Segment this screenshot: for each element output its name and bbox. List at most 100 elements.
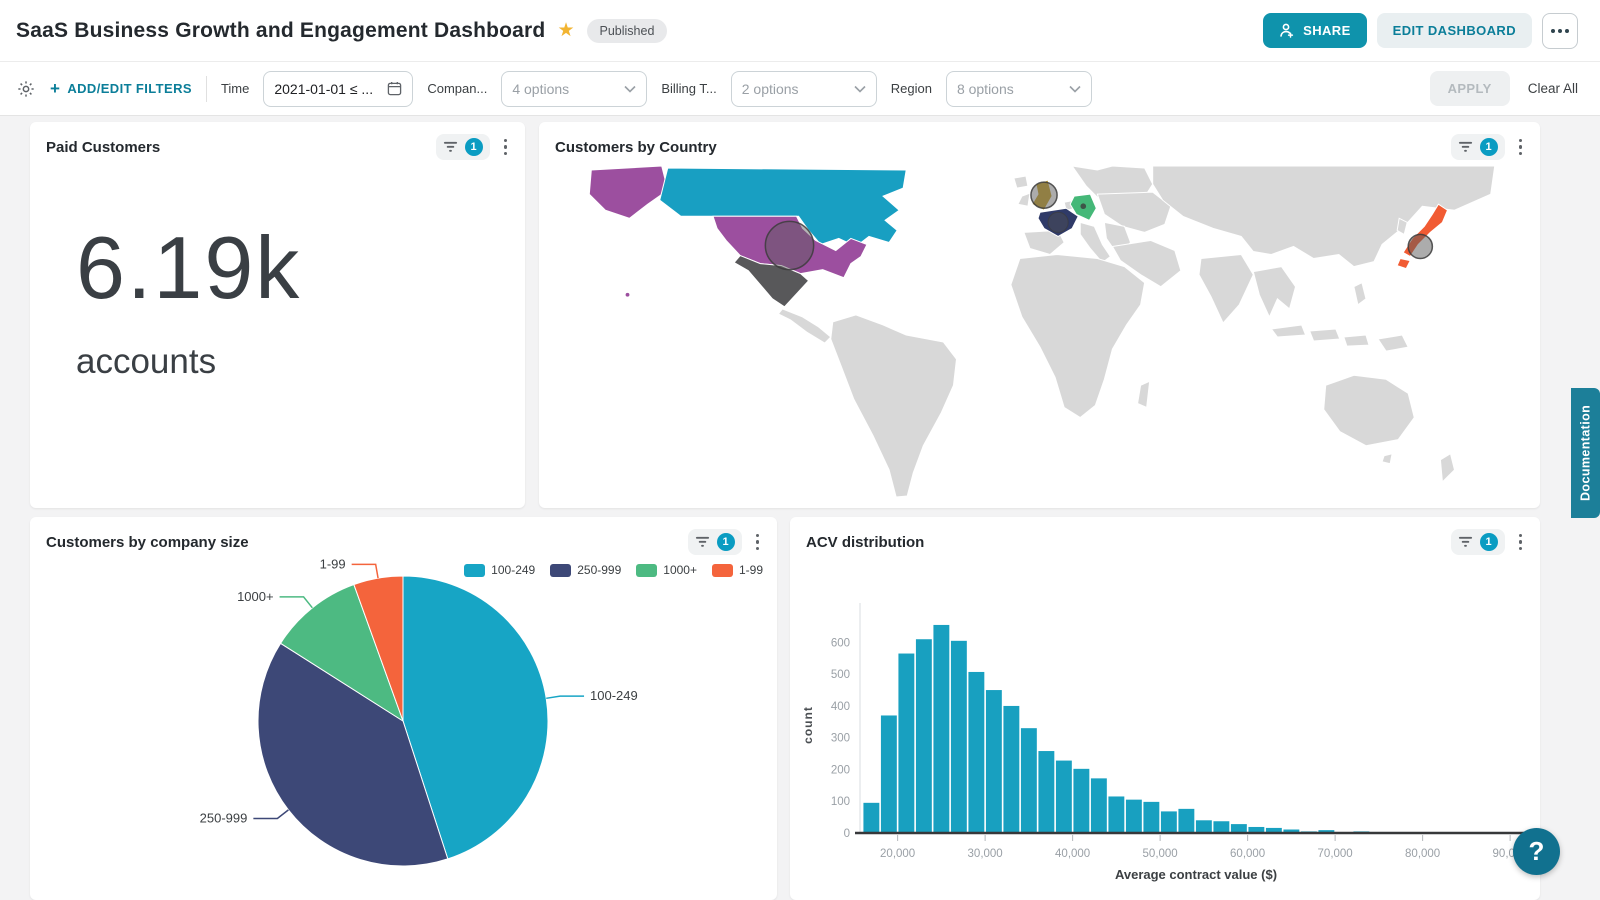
tile-title: Customers by company size [46,533,249,551]
histogram-bar[interactable] [898,653,915,833]
histogram-bar[interactable] [1020,728,1037,833]
histogram-bar[interactable] [1283,829,1300,833]
filter-input-time[interactable]: 2021-01-01 ≤ ... [263,70,414,107]
histogram-bar[interactable] [1230,824,1247,833]
more-icon [1551,28,1569,33]
tile-menu-button[interactable] [1515,135,1527,160]
histogram-bar[interactable] [1195,820,1212,833]
histogram-bar[interactable] [933,624,950,833]
calendar-icon [388,81,402,96]
tile-filter-chip[interactable]: 1 [1450,529,1505,555]
pie-chart[interactable]: 100-249 250-999 1000+ 1-99 [30,556,777,881]
chevron-down-icon [624,85,636,93]
filter-select-billing[interactable]: 2 options [730,70,877,107]
pie-callout-line [253,809,289,820]
legend-item-1000+[interactable]: 1000+ [636,563,697,577]
histogram-bar[interactable] [1108,796,1125,833]
y-tick-label: 300 [831,733,850,745]
pie-callout-label: 100-249 [590,688,638,703]
tile-menu-button[interactable] [500,135,512,160]
histogram-bar[interactable] [968,671,985,833]
share-person-icon [1280,23,1294,38]
y-tick-label: 400 [831,701,850,713]
y-tick-label: 0 [844,828,850,840]
y-tick-label: 600 [831,637,850,649]
filter-select-company[interactable]: 4 options [501,70,648,107]
histogram-bar[interactable] [1318,830,1335,833]
histogram-bar[interactable] [1248,826,1265,833]
legend-item-1-99[interactable]: 1-99 [711,563,763,577]
x-axis-title: Average contract value ($) [1115,867,1277,882]
x-tick-label: 60,000 [1230,848,1265,860]
histogram-bar[interactable] [880,715,897,833]
filter-count-badge: 1 [464,138,483,156]
legend-label: 1-99 [738,563,763,577]
histogram-bar[interactable] [1003,705,1020,833]
filter-label-billing: Billing T... [661,81,717,96]
add-edit-filters-button[interactable]: + ADD/EDIT FILTERS [50,78,192,98]
y-tick-label: 100 [831,796,850,808]
histogram-bar[interactable] [1055,760,1072,833]
chevron-down-icon [854,85,866,93]
tile-customers-by-country: Customers by Country 1 [539,122,1540,508]
legend-swatch [550,563,572,577]
kpi-unit: accounts [76,342,217,381]
filter-count-badge: 1 [1479,533,1498,551]
divider [205,75,207,102]
histogram-bar[interactable] [1213,821,1230,833]
legend-swatch [464,563,486,577]
tile-menu-button[interactable] [1515,530,1527,555]
world-map[interactable] [539,165,1540,498]
legend-swatch [711,563,733,577]
legend-label: 1000+ [663,563,697,577]
documentation-tab[interactable]: Documentation [1571,388,1600,518]
edit-dashboard-button[interactable]: EDIT DASHBOARD [1376,13,1532,48]
pie-callout-line [351,563,379,579]
apply-button[interactable]: APPLY [1429,71,1510,106]
histogram-bar[interactable] [985,690,1002,833]
pie-callout-label: 1000+ [237,589,274,604]
dashboard-more-button[interactable] [1542,12,1578,49]
histogram-bar[interactable] [1265,827,1282,833]
histogram-bar[interactable] [915,639,932,833]
histogram-bar[interactable] [1038,751,1055,833]
histogram-bar[interactable] [1073,768,1090,833]
histogram-bar[interactable] [1125,799,1142,833]
y-tick-label: 200 [831,764,850,776]
tile-filter-chip[interactable]: 1 [1450,134,1505,160]
legend-item-250-999[interactable]: 250-999 [550,563,621,577]
histogram-chart[interactable]: 0 100 200 300 400 500 600 20,000 30,000 40,000 50,… [790,561,1540,891]
legend-item-100-249[interactable]: 100-249 [464,563,535,577]
share-button[interactable]: SHARE [1263,13,1367,48]
pie-legend: 100-249 250-999 1000+ 1-99 [464,563,763,577]
tile-menu-button[interactable] [752,530,764,555]
chevron-down-icon [1069,85,1081,93]
histogram-bar[interactable] [863,802,880,833]
top-bar: SaaS Business Growth and Engagement Dash… [0,0,1600,62]
filter-settings-gear-icon[interactable] [16,79,36,99]
y-axis-title: count [801,706,815,744]
help-button[interactable]: ? [1513,828,1560,875]
filter-items: Time 2021-01-01 ≤ ... Compan... 4 options Bi… [221,70,1092,107]
clear-all-button[interactable]: Clear All [1527,81,1578,96]
pie-callout-label: 250-999 [200,810,248,825]
tile-acv-distribution: ACV distribution 1 0 100 200 300 400 500 600 20… [790,517,1540,900]
histogram-bar[interactable] [1160,811,1177,833]
status-badge: Published [586,18,668,43]
histogram-bar[interactable] [950,640,967,833]
filter-bar: + ADD/EDIT FILTERS Time 2021-01-01 ≤ ... C… [0,62,1600,116]
favorite-star-icon[interactable]: ★ [557,20,575,41]
histogram-bar[interactable] [1143,801,1160,833]
histogram-bar[interactable] [1178,808,1195,833]
tile-filter-chip[interactable]: 1 [435,134,490,160]
histogram-bar[interactable] [1090,778,1107,833]
tile-title: Customers by Country [555,138,717,156]
filter-count-badge: 1 [1479,138,1498,156]
pie-slice-1-99[interactable] [353,575,404,722]
x-tick-label: 40,000 [1055,848,1090,860]
share-label: SHARE [1303,23,1351,38]
tile-filter-chip[interactable]: 1 [687,529,742,555]
pie-slice-100-249[interactable] [402,575,549,860]
dashboard-canvas: Paid Customers 1 6.19k accounts [0,116,1600,900]
filter-select-region[interactable]: 8 options [945,70,1092,107]
